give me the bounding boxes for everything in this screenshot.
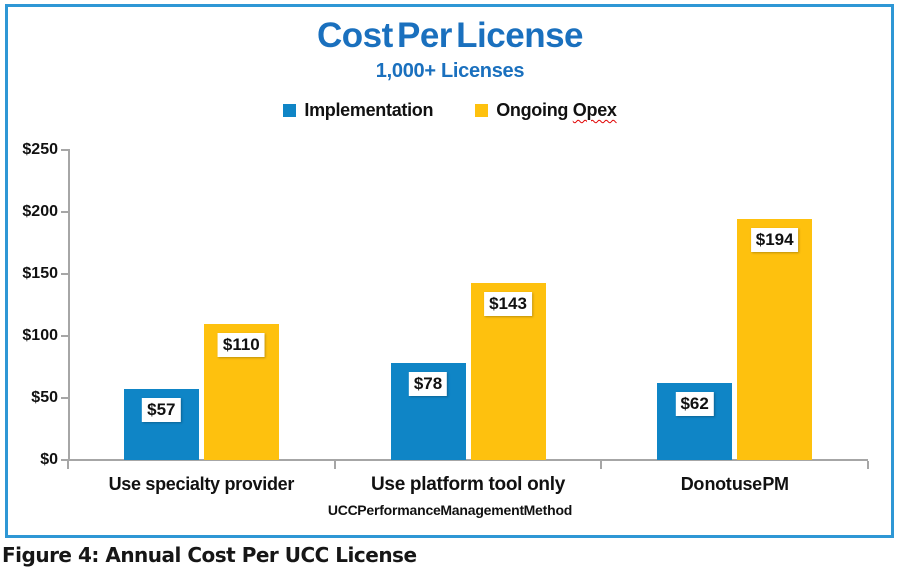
legend-label-ongoing: Ongoing bbox=[496, 100, 569, 120]
bar-value-label: $78 bbox=[408, 372, 448, 397]
x-tick-mark bbox=[600, 461, 603, 469]
legend-label-opex-misspelled: Opex bbox=[572, 100, 617, 120]
ongoing-opex-swatch-icon bbox=[475, 104, 489, 117]
category-label-0: Use specialty provider bbox=[108, 474, 295, 494]
y-tick-mark bbox=[61, 397, 68, 399]
y-tick-mark bbox=[61, 211, 68, 213]
x-axis-line bbox=[68, 459, 868, 461]
x-axis-title: UCC Performance Management Method bbox=[327, 502, 573, 518]
y-tick-label: $150 bbox=[22, 265, 58, 282]
y-tick-label: $100 bbox=[22, 327, 58, 344]
y-tick-label: $50 bbox=[31, 389, 58, 406]
bar-ongoing-opex bbox=[737, 219, 813, 460]
y-tick-mark bbox=[61, 149, 68, 151]
y-tick-mark bbox=[61, 273, 68, 275]
y-tick-mark bbox=[61, 335, 68, 337]
figure-caption: Figure 4: Annual Cost Per UCC License bbox=[2, 543, 417, 567]
y-tick-label: $250 bbox=[22, 141, 58, 158]
bar-value-label: $57 bbox=[142, 398, 181, 423]
y-axis-line bbox=[68, 149, 70, 461]
chart-title: Cost Per License bbox=[317, 16, 584, 55]
category-label-1: Use platform tool only bbox=[371, 474, 565, 495]
bar-value-label: $194 bbox=[750, 228, 799, 253]
legend-label-implementation: Implementation bbox=[304, 100, 434, 120]
bar-value-label: $62 bbox=[675, 392, 714, 417]
bar-value-label: $143 bbox=[484, 291, 532, 316]
implementation-swatch-icon bbox=[283, 104, 297, 117]
legend-item-implementation: Implementation bbox=[283, 100, 434, 121]
x-tick-mark bbox=[867, 461, 869, 469]
legend-item-ongoing-opex: Ongoing Opex bbox=[475, 100, 617, 121]
x-tick-mark bbox=[67, 461, 69, 469]
category-label-2: Do not use PM bbox=[680, 474, 789, 494]
y-tick-label: $200 bbox=[22, 203, 58, 220]
y-tick-mark bbox=[61, 459, 68, 461]
bar-value-label: $110 bbox=[217, 332, 265, 357]
chart-subtitle: 1,000+ Licenses bbox=[375, 60, 525, 82]
y-tick-label: $0 bbox=[40, 451, 58, 468]
legend: Implementation Ongoing Opex bbox=[0, 100, 900, 121]
x-tick-mark bbox=[333, 461, 336, 469]
